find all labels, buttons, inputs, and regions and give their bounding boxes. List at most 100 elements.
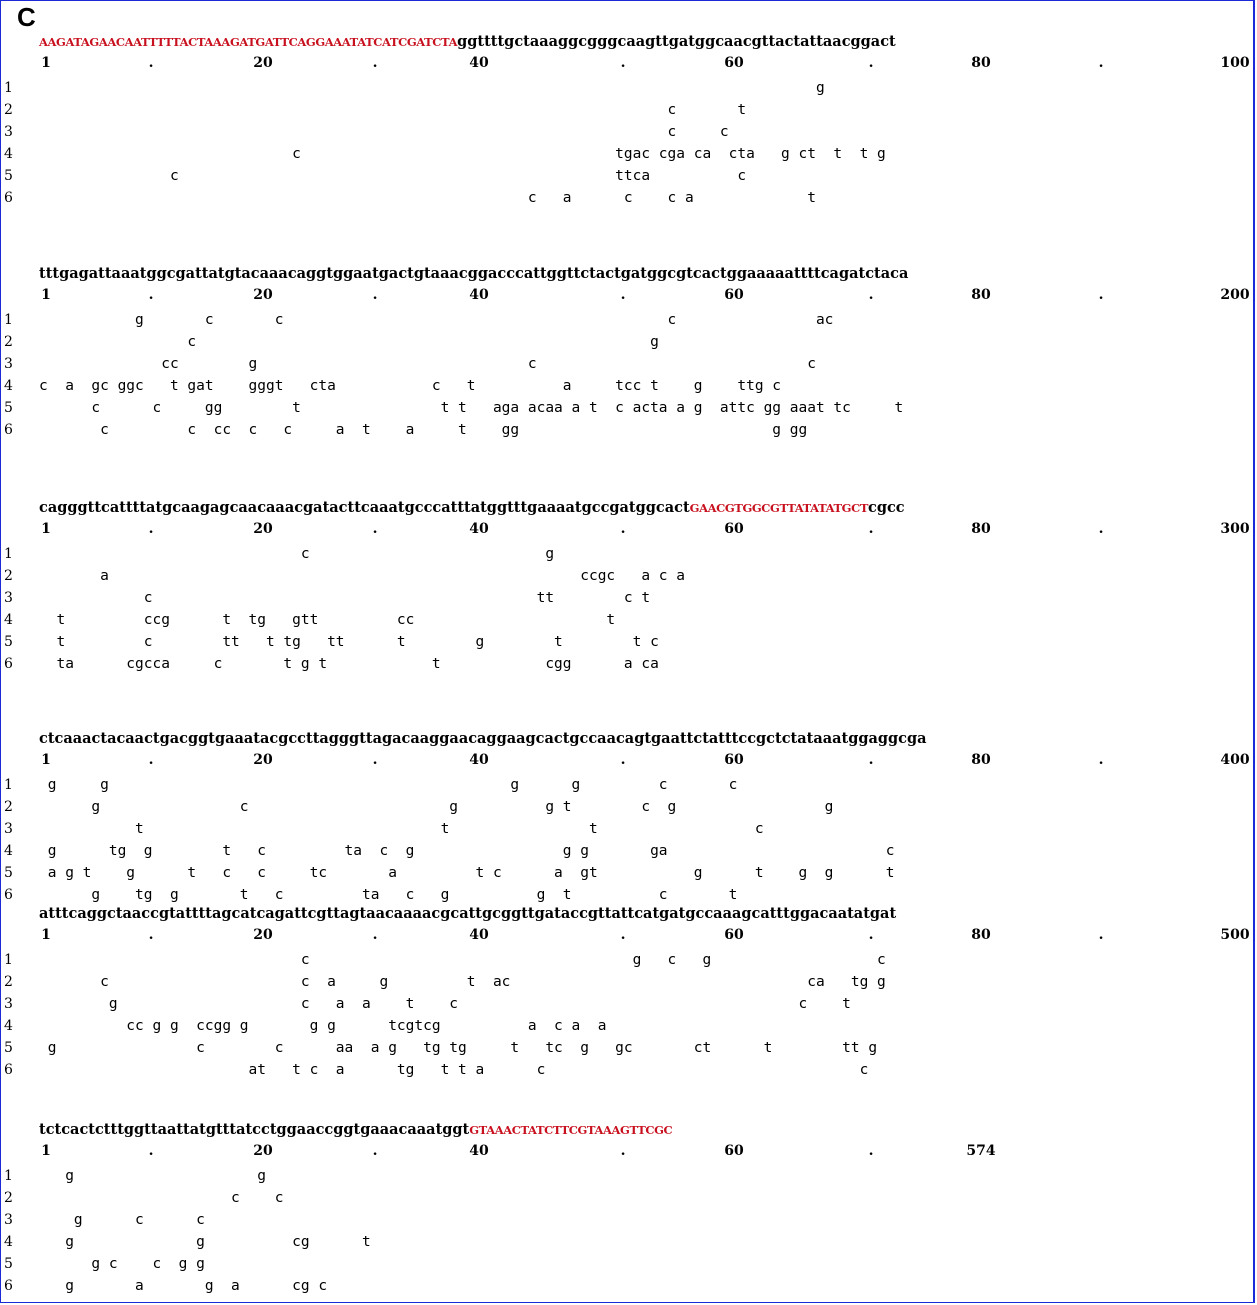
variant-row: 3 cc g c c	[1, 353, 1253, 375]
variant-bases: g	[39, 80, 825, 96]
ruler-tick: .	[372, 1143, 378, 1159]
variant-bases: g c c g g	[39, 1256, 205, 1272]
row-number: 5	[4, 1256, 13, 1272]
row-number: 3	[4, 356, 13, 372]
ruler-tick: 60	[724, 752, 744, 768]
ruler-tick: 40	[469, 287, 489, 303]
variant-bases: g c c aa a g tg tg t tc g gc ct t tt g	[39, 1040, 878, 1056]
variant-row: 4 g tg g t c ta c g g g ga c	[1, 840, 1253, 862]
variant-bases: g c g g t c g g	[39, 799, 834, 815]
variant-bases: cc g g ccgg g g g tcgtcg a c a a	[39, 1018, 607, 1034]
variant-bases: c ttca c	[39, 168, 747, 184]
row-number: 5	[4, 168, 13, 184]
row-number: 2	[4, 974, 13, 990]
variant-bases: cc g c c	[39, 356, 816, 372]
variant-bases: t t t c	[39, 821, 764, 837]
row-number: 4	[4, 1234, 13, 1250]
variant-bases: c g	[39, 334, 659, 350]
ruler-tick: 300	[1220, 521, 1250, 537]
ruler-tick: .	[620, 55, 626, 71]
variant-row: 3 c c	[1, 121, 1253, 143]
ruler-tick: .	[148, 287, 154, 303]
ruler-tick: 80	[971, 287, 991, 303]
ruler-tick: 80	[971, 752, 991, 768]
variant-row: 2 c g	[1, 331, 1253, 353]
variant-row: 4 t ccg t tg gtt cc t	[1, 609, 1253, 631]
row-number: 5	[4, 634, 13, 650]
row-number: 4	[4, 843, 13, 859]
variant-row: 4 c a gc ggc t gat gggt cta c t a tcc t g…	[1, 375, 1253, 397]
row-number: 6	[4, 656, 13, 672]
ruler-tick: 40	[469, 1143, 489, 1159]
row-number: 6	[4, 1278, 13, 1294]
variant-row: 1 g g	[1, 1165, 1253, 1187]
row-number: 5	[4, 1040, 13, 1056]
ruler-tick: .	[868, 927, 874, 943]
row-number: 3	[4, 821, 13, 837]
variant-bases: c tgac cga ca cta g ct t t g	[39, 146, 886, 162]
row-number: 2	[4, 1190, 13, 1206]
primer-sequence: AAGATAGAACAATTTTTACTAAAGATGATTCAGGAAATAT…	[39, 35, 458, 49]
ruler-tick: 20	[253, 927, 273, 943]
row-number: 3	[4, 1212, 13, 1228]
row-number: 6	[4, 422, 13, 438]
variant-bases: g tg g t c ta c g g t c t	[39, 887, 738, 903]
variant-row: 4 cc g g ccgg g g g tcgtcg a c a a	[1, 1015, 1253, 1037]
ruler-tick: 574	[966, 1143, 996, 1159]
ruler-tick: .	[868, 752, 874, 768]
variant-bases: g tg g t c ta c g g g ga c	[39, 843, 895, 859]
variant-row: 6 c c cc c c a t a t gg g gg	[1, 419, 1253, 441]
ruler-tick: 1	[41, 521, 51, 537]
variant-row: 1 g	[1, 77, 1253, 99]
ruler-tick: 40	[469, 927, 489, 943]
ruler-tick: 1	[41, 752, 51, 768]
variant-row: 2 c t	[1, 99, 1253, 121]
reference-sequence: AAGATAGAACAATTTTTACTAAAGATGATTCAGGAAATAT…	[39, 31, 896, 53]
ruler-tick: .	[372, 287, 378, 303]
ruler-tick: 20	[253, 287, 273, 303]
reference-sequence: atttcaggctaaccgtattttagcatcagattcgttagta…	[39, 903, 896, 925]
ruler-tick: .	[1098, 55, 1104, 71]
reference-sequence: tctcactctttggttaattatgtttatcctggaaccggtg…	[39, 1119, 673, 1141]
ruler-tick: .	[148, 55, 154, 71]
ruler-tick: .	[620, 927, 626, 943]
ruler-tick: 60	[724, 927, 744, 943]
row-number: 6	[4, 1062, 13, 1078]
sequence-segment: cgcc	[867, 499, 905, 516]
ruler-tick: .	[620, 752, 626, 768]
row-number: 4	[4, 612, 13, 628]
ruler-tick: 1	[41, 1143, 51, 1159]
variant-bases: t c tt t tg tt t g t t c	[39, 634, 659, 650]
variant-row: 6 g tg g t c ta c g g t c t	[1, 884, 1253, 906]
variant-bases: c g c g c	[39, 952, 886, 968]
variant-bases: c c cc c c a t a t gg g gg	[39, 422, 808, 438]
variant-row: 2 g c g g t c g g	[1, 796, 1253, 818]
variant-row: 3 c tt c t	[1, 587, 1253, 609]
ruler-tick: 500	[1220, 927, 1250, 943]
ruler-tick: .	[620, 1143, 626, 1159]
row-number: 2	[4, 334, 13, 350]
variant-bases: g c c c ac	[39, 312, 834, 328]
ruler-tick: .	[1098, 521, 1104, 537]
sequence-segment: tttgagattaaatggcgattatgtacaaacaggtggaatg…	[39, 265, 909, 282]
ruler-tick: .	[148, 1143, 154, 1159]
position-ruler: 1. 20. 40. 60. 80. 500	[1, 925, 1253, 945]
variant-row: 6 g a g a cg c	[1, 1275, 1253, 1297]
ruler-tick: 60	[724, 287, 744, 303]
variant-bases: g g cg t	[39, 1234, 371, 1250]
variant-bases: g g g g c c	[39, 777, 738, 793]
panel-label: C	[17, 2, 36, 32]
ruler-tick: 80	[971, 927, 991, 943]
variant-bases: c c gg t t t aga acaa a t c acta a g att…	[39, 400, 904, 416]
variant-row: 2 c c	[1, 1187, 1253, 1209]
ruler-tick: .	[868, 1143, 874, 1159]
variant-bases: c c a g t ac ca tg g	[39, 974, 886, 990]
ruler-tick: 80	[971, 55, 991, 71]
ruler-tick: 200	[1220, 287, 1250, 303]
variant-bases: t ccg t tg gtt cc t	[39, 612, 616, 628]
variant-row: 2 c c a g t ac ca tg g	[1, 971, 1253, 993]
row-number: 1	[4, 312, 13, 328]
ruler-tick: .	[148, 752, 154, 768]
position-ruler: 1. 20. 40. 60. 80. 400	[1, 750, 1253, 770]
sequence-segment: ggttttgctaaaggcgggcaagttgatggcaacgttacta…	[457, 33, 896, 50]
